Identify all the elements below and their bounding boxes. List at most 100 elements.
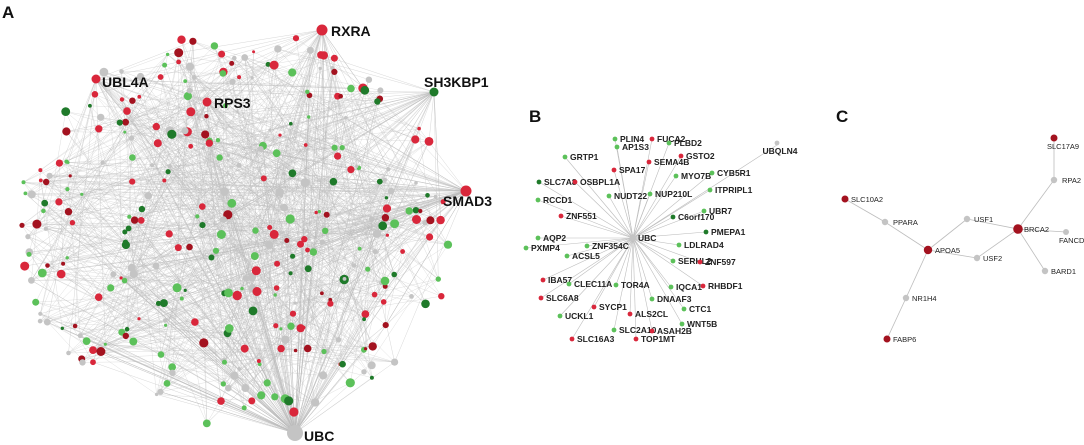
node-label: DNAAF3 — [657, 294, 692, 304]
network-node — [360, 85, 370, 95]
node-dot — [923, 245, 933, 255]
node-label: TOR4A — [621, 280, 650, 290]
node-ubqln4: UBQLN4 — [763, 140, 798, 156]
hub-label: UBL4A — [102, 74, 149, 90]
network-node — [191, 318, 199, 326]
edge — [86, 340, 224, 361]
hub-edge — [95, 78, 365, 320]
node-ppara: PPARA — [881, 218, 918, 227]
network-node — [181, 127, 189, 135]
edge — [125, 52, 179, 336]
hub-edge — [279, 29, 323, 193]
network-node — [436, 215, 445, 225]
network-node — [251, 266, 261, 276]
network-node — [65, 187, 70, 192]
hub-edge — [254, 190, 467, 257]
node-label: SERHL2 — [678, 256, 712, 266]
network-node — [289, 310, 297, 317]
network-node — [121, 240, 130, 250]
network-node — [191, 75, 197, 80]
node-c6orf170: C6orf170 — [670, 212, 715, 222]
edge — [192, 41, 269, 65]
node-dot — [627, 311, 633, 317]
node-label: USF1 — [974, 215, 993, 224]
hub-edge — [80, 335, 296, 434]
hub-edge — [263, 91, 435, 179]
node-label: WNT5B — [687, 319, 717, 329]
hub-edge — [124, 190, 467, 233]
edge — [168, 233, 208, 424]
hub-edge — [290, 91, 435, 327]
hub-edge — [276, 29, 323, 154]
node-znf597: ZNF597 — [697, 257, 736, 267]
network-node — [172, 283, 182, 293]
hub-edge — [160, 29, 323, 392]
panel-c-edges — [844, 138, 1067, 340]
node-fuca2: FUCA2 — [649, 134, 686, 144]
edge — [27, 54, 168, 237]
node-dot — [538, 295, 544, 301]
hub-edge — [120, 101, 208, 279]
edge — [27, 236, 62, 275]
network-node — [265, 241, 274, 249]
hub-edge — [164, 91, 435, 181]
network-node — [257, 362, 262, 367]
hub-edge — [256, 29, 323, 271]
hub-edge — [166, 383, 296, 434]
edge — [67, 257, 230, 329]
network-node — [288, 169, 297, 178]
edge — [632, 161, 650, 239]
network-node — [386, 167, 391, 172]
panel-b-edges — [525, 138, 778, 340]
network-node — [376, 178, 383, 185]
hub-edge — [363, 190, 467, 320]
edge — [47, 265, 324, 376]
network-node — [365, 76, 373, 83]
node-pxmp4: PXMP4 — [523, 243, 560, 253]
network-node — [382, 177, 387, 182]
node-label: OSBPL1A — [580, 177, 620, 187]
node-label: MYO7B — [681, 171, 711, 181]
network-node — [391, 271, 398, 278]
node-label: CLEC11A — [574, 279, 612, 289]
network-node — [265, 61, 271, 67]
network-node — [122, 332, 129, 340]
network-node — [137, 317, 141, 321]
edge — [276, 153, 320, 212]
hub-edge — [95, 78, 291, 220]
network-node — [186, 243, 193, 251]
network-node — [169, 369, 176, 376]
hub-edge — [185, 190, 467, 291]
network-node — [257, 391, 266, 400]
edge — [27, 236, 343, 365]
node-dot — [629, 234, 637, 242]
panel-a-network: A RXRA UBL4A RPS3 SH3KBP1 SMAD3 UBC — [2, 3, 492, 444]
network-node — [237, 75, 242, 80]
hub-edge — [133, 101, 208, 275]
network-node — [241, 54, 249, 61]
network-node — [355, 164, 359, 168]
network-node — [409, 294, 414, 299]
network-node — [38, 168, 43, 173]
hub-edge — [206, 101, 335, 148]
hub-edge — [294, 128, 420, 434]
node-plbd2: PLBD2 — [666, 138, 702, 148]
edge — [559, 237, 634, 317]
network-node — [296, 324, 305, 333]
hub-edge — [125, 244, 296, 434]
edge — [65, 111, 208, 424]
network-node — [69, 220, 76, 226]
hub-edge — [294, 58, 335, 434]
edge — [253, 51, 341, 97]
panel-c-network: C SLC17A9 RPA2 SLC10A2 PPARA USF1 BRCA2 FANCD2… — [836, 107, 1084, 344]
node-dot — [614, 144, 620, 150]
node-label: ITPRIPL1 — [715, 185, 753, 195]
node-label: PLIN4 — [620, 134, 644, 144]
edge — [632, 144, 778, 239]
node-iba57: IBA57 — [540, 275, 572, 285]
network-node — [153, 139, 162, 148]
network-node — [162, 62, 168, 68]
node-label: SLC7A8 — [544, 177, 577, 187]
network-node — [345, 378, 355, 388]
hub-edge — [433, 91, 439, 280]
